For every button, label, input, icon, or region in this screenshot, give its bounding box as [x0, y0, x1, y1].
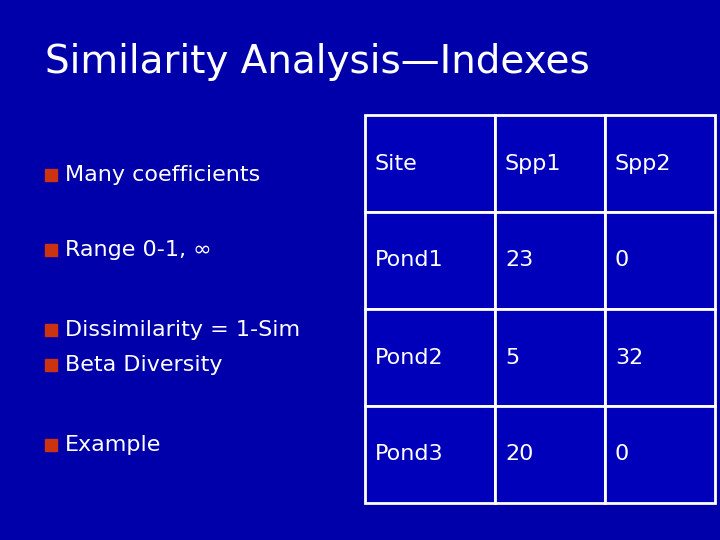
Bar [365, 115, 495, 212]
Bar [365, 406, 495, 503]
Bar [495, 212, 605, 309]
Text: Pond2: Pond2 [375, 348, 444, 368]
Bar [605, 115, 715, 212]
Text: 0: 0 [615, 251, 629, 271]
Bar [45, 244, 57, 256]
Bar [365, 309, 495, 406]
Bar [45, 439, 57, 451]
Bar [605, 406, 715, 503]
Bar [605, 309, 715, 406]
Text: Many coefficients: Many coefficients [65, 165, 260, 185]
Text: Similarity Analysis—Indexes: Similarity Analysis—Indexes [45, 43, 590, 81]
Text: Site: Site [375, 153, 418, 173]
Text: Example: Example [65, 435, 161, 455]
Bar [605, 212, 715, 309]
Bar [45, 324, 57, 336]
Bar [45, 169, 57, 181]
Text: Spp1: Spp1 [505, 153, 562, 173]
Text: 0: 0 [615, 444, 629, 464]
Bar [45, 359, 57, 371]
Text: 23: 23 [505, 251, 534, 271]
Text: Dissimilarity = 1-Sim: Dissimilarity = 1-Sim [65, 320, 300, 340]
Bar [495, 406, 605, 503]
Text: Range 0-1, ∞: Range 0-1, ∞ [65, 240, 212, 260]
Bar [495, 115, 605, 212]
Text: Pond3: Pond3 [375, 444, 444, 464]
Bar [365, 212, 495, 309]
Bar [495, 309, 605, 406]
Text: Pond1: Pond1 [375, 251, 444, 271]
Text: Beta Diversity: Beta Diversity [65, 355, 222, 375]
Text: 5: 5 [505, 348, 519, 368]
Text: Spp2: Spp2 [615, 153, 672, 173]
Text: 32: 32 [615, 348, 643, 368]
Text: 20: 20 [505, 444, 534, 464]
